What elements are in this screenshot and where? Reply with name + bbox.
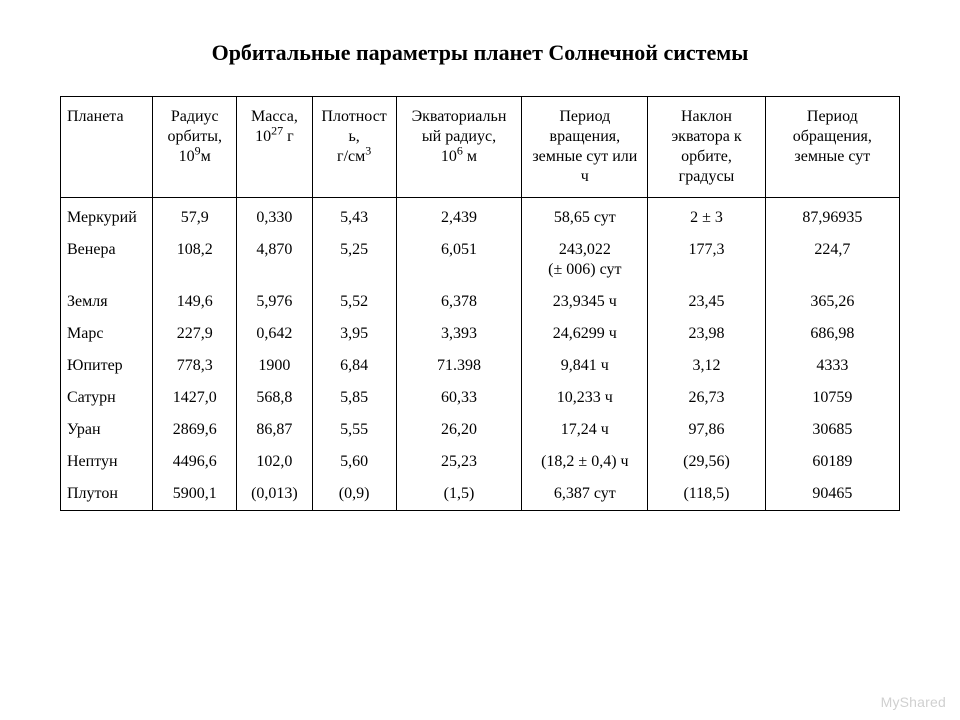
value-cell: 5,55 (312, 414, 396, 446)
col-header: Плотность,г/см3 (312, 97, 396, 198)
value-cell: 5,976 (237, 286, 313, 318)
value-cell: (18,2 ± 0,4) ч (522, 446, 648, 478)
value-cell: 97,86 (648, 414, 765, 446)
value-cell: 2 ± 3 (648, 198, 765, 235)
col-header: Радиус орбиты, 109м (153, 97, 237, 198)
value-cell: 23,45 (648, 286, 765, 318)
value-cell: 5,85 (312, 382, 396, 414)
value-cell: (118,5) (648, 478, 765, 511)
table-row: Марс227,90,6423,953,39324,6299 ч23,98686… (61, 318, 900, 350)
value-cell: 686,98 (765, 318, 899, 350)
planet-name-cell: Плутон (61, 478, 153, 511)
value-cell: 5,52 (312, 286, 396, 318)
value-cell: 778,3 (153, 350, 237, 382)
value-cell: 90465 (765, 478, 899, 511)
table-row: Нептун4496,6102,05,6025,23(18,2 ± 0,4) ч… (61, 446, 900, 478)
value-cell: 149,6 (153, 286, 237, 318)
value-cell: 177,3 (648, 234, 765, 286)
value-cell: 3,12 (648, 350, 765, 382)
planet-name-cell: Юпитер (61, 350, 153, 382)
value-cell: 17,24 ч (522, 414, 648, 446)
value-cell: 26,20 (396, 414, 522, 446)
value-cell: (1,5) (396, 478, 522, 511)
table-row: Земля149,65,9765,526,37823,9345 ч23,4536… (61, 286, 900, 318)
orbital-params-table: ПланетаРадиус орбиты, 109мМасса, 1027 гП… (60, 96, 900, 511)
value-cell: 9,841 ч (522, 350, 648, 382)
planet-name-cell: Венера (61, 234, 153, 286)
value-cell: (0,013) (237, 478, 313, 511)
value-cell: (0,9) (312, 478, 396, 511)
value-cell: 2869,6 (153, 414, 237, 446)
value-cell: 30685 (765, 414, 899, 446)
page: Орбитальные параметры планет Солнечной с… (0, 0, 960, 511)
planet-name-cell: Уран (61, 414, 153, 446)
value-cell: 86,87 (237, 414, 313, 446)
value-cell: 23,9345 ч (522, 286, 648, 318)
value-cell: 5,25 (312, 234, 396, 286)
value-cell: 4,870 (237, 234, 313, 286)
value-cell: 0,642 (237, 318, 313, 350)
value-cell: 224,7 (765, 234, 899, 286)
value-cell: 24,6299 ч (522, 318, 648, 350)
watermark: MyShared (881, 694, 946, 710)
value-cell: 5,43 (312, 198, 396, 235)
value-cell: 71.398 (396, 350, 522, 382)
planet-name-cell: Сатурн (61, 382, 153, 414)
value-cell: 87,96935 (765, 198, 899, 235)
value-cell: 57,9 (153, 198, 237, 235)
value-cell: 10759 (765, 382, 899, 414)
value-cell: 58,65 сут (522, 198, 648, 235)
col-header: Масса, 1027 г (237, 97, 313, 198)
planet-name-cell: Земля (61, 286, 153, 318)
value-cell: 6,84 (312, 350, 396, 382)
col-header: Период обращения, земные сут (765, 97, 899, 198)
planet-name-cell: Нептун (61, 446, 153, 478)
table-body: Меркурий57,90,3305,432,43958,65 сут2 ± 3… (61, 198, 900, 511)
value-cell: 3,393 (396, 318, 522, 350)
table-row: Уран2869,686,875,5526,2017,24 ч97,863068… (61, 414, 900, 446)
page-title: Орбитальные параметры планет Солнечной с… (60, 40, 900, 66)
value-cell: 102,0 (237, 446, 313, 478)
table-row: Плутон5900,1(0,013)(0,9)(1,5)6,387 сут(1… (61, 478, 900, 511)
value-cell: 6,378 (396, 286, 522, 318)
table-row: Венера108,24,8705,256,051243,022(± 006) … (61, 234, 900, 286)
value-cell: 365,26 (765, 286, 899, 318)
value-cell: 1427,0 (153, 382, 237, 414)
table-header-row: ПланетаРадиус орбиты, 109мМасса, 1027 гП… (61, 97, 900, 198)
value-cell: 1900 (237, 350, 313, 382)
value-cell: 4496,6 (153, 446, 237, 478)
value-cell: 23,98 (648, 318, 765, 350)
col-header: Период вращения, земные сут или ч (522, 97, 648, 198)
value-cell: 5,60 (312, 446, 396, 478)
value-cell: 568,8 (237, 382, 313, 414)
value-cell: 10,233 ч (522, 382, 648, 414)
planet-name-cell: Марс (61, 318, 153, 350)
value-cell: 227,9 (153, 318, 237, 350)
col-header: Планета (61, 97, 153, 198)
value-cell: 2,439 (396, 198, 522, 235)
table-row: Юпитер778,319006,8471.3989,841 ч3,124333 (61, 350, 900, 382)
value-cell: 243,022(± 006) сут (522, 234, 648, 286)
value-cell: 5900,1 (153, 478, 237, 511)
value-cell: 60189 (765, 446, 899, 478)
col-header: Наклон экватора к орбите, градусы (648, 97, 765, 198)
value-cell: 0,330 (237, 198, 313, 235)
table-row: Меркурий57,90,3305,432,43958,65 сут2 ± 3… (61, 198, 900, 235)
planet-name-cell: Меркурий (61, 198, 153, 235)
value-cell: 26,73 (648, 382, 765, 414)
col-header: Экваториальный радиус,106 м (396, 97, 522, 198)
value-cell: 3,95 (312, 318, 396, 350)
value-cell: 25,23 (396, 446, 522, 478)
value-cell: 6,051 (396, 234, 522, 286)
value-cell: 6,387 сут (522, 478, 648, 511)
value-cell: 108,2 (153, 234, 237, 286)
value-cell: 4333 (765, 350, 899, 382)
table-row: Сатурн1427,0568,85,8560,3310,233 ч26,731… (61, 382, 900, 414)
value-cell: 60,33 (396, 382, 522, 414)
value-cell: (29,56) (648, 446, 765, 478)
